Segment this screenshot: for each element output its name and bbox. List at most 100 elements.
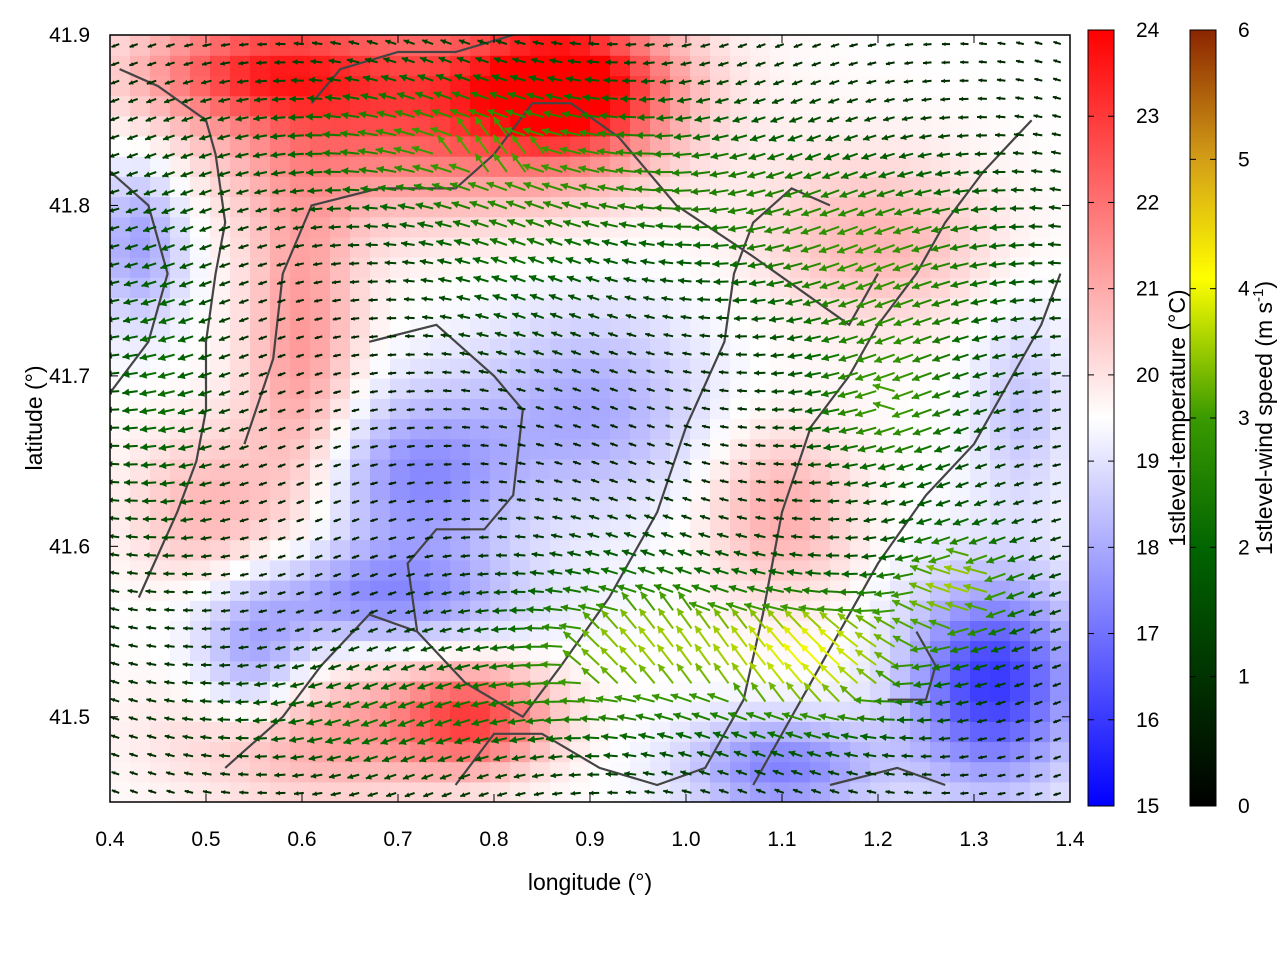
temperature-cell <box>970 741 991 763</box>
wind-arrow <box>161 171 175 178</box>
temperature-cell <box>310 95 331 117</box>
temperature-cell <box>250 701 271 722</box>
wind-arrow <box>239 536 249 541</box>
temperature-cell <box>350 539 371 561</box>
wind-arrow <box>239 481 249 487</box>
temperature-cell <box>350 640 371 662</box>
wind-arrow <box>110 552 120 557</box>
temperature-cell <box>450 458 471 480</box>
wind-arrow <box>218 680 231 687</box>
temperature-cell <box>390 115 411 137</box>
temperature-cell <box>530 620 551 642</box>
temperature-cell <box>310 620 331 642</box>
temperature-cell <box>230 580 251 601</box>
wind-arrow <box>164 734 175 740</box>
temperature-cell <box>690 317 711 339</box>
wind-arrow <box>181 116 194 122</box>
temperature-cell <box>870 701 891 722</box>
wind-arrow <box>110 97 120 104</box>
wind-arrow <box>182 571 194 577</box>
wind-arrow <box>238 408 249 414</box>
temperature-cell <box>210 378 231 399</box>
wind-arrow <box>140 298 157 306</box>
temperature-cell <box>390 499 411 520</box>
temperature-cell <box>810 35 831 56</box>
temperature-cell <box>830 781 851 802</box>
temperature-cell <box>670 35 691 56</box>
temperature-cell <box>170 196 191 218</box>
temperature-cell <box>750 277 771 298</box>
temperature-cell <box>430 75 451 97</box>
temperature-cell <box>670 499 691 520</box>
temperature-cell <box>1030 236 1051 258</box>
temperature-cell <box>410 378 431 399</box>
temperature-cell <box>310 196 331 218</box>
temperature-cell <box>990 115 1011 137</box>
temperature-cell <box>670 115 691 137</box>
temperature-cell <box>230 721 251 743</box>
temperature-cell <box>370 95 391 117</box>
temperature-cell <box>990 398 1011 420</box>
temperature-cell <box>390 357 411 379</box>
temperature-cell <box>250 519 271 541</box>
temperature-cell <box>170 761 191 783</box>
temperature-cell <box>150 600 171 621</box>
temperature-cell <box>390 600 411 621</box>
temperature-cell <box>1030 539 1051 561</box>
temperature-cell <box>690 176 711 198</box>
wind-arrow <box>123 298 138 306</box>
wind-arrow <box>140 316 157 325</box>
temperature-cell <box>950 257 971 278</box>
x-tick-label: 0.7 <box>383 828 412 851</box>
wind-arrow <box>219 463 231 469</box>
temperature-cell <box>350 438 371 460</box>
temperature-cell <box>350 297 371 319</box>
temperature-cell <box>970 95 991 117</box>
temperature-cell <box>290 337 311 359</box>
temperature-cell <box>590 216 611 238</box>
temperature-cell <box>990 640 1011 662</box>
wind-arrow <box>202 43 212 48</box>
temperature-cell <box>170 640 191 662</box>
temperature-cell <box>250 499 271 520</box>
temperature-cell <box>970 458 991 480</box>
temperature-cell <box>790 580 811 601</box>
wind-arrow <box>218 225 231 232</box>
temperature-cell <box>1050 519 1070 541</box>
temperature-cell <box>330 418 351 440</box>
temperature-cell <box>510 257 531 278</box>
temperature-cell <box>850 75 871 97</box>
x-tick-label: 1.3 <box>959 828 988 851</box>
temperature-cell <box>1030 660 1051 682</box>
temperature-cell <box>150 55 171 76</box>
temperature-cell <box>810 135 831 157</box>
temperature-cell <box>110 741 131 763</box>
temperature-cell <box>1030 640 1051 662</box>
temperature-cell <box>370 539 391 561</box>
temperature-cell <box>910 55 931 76</box>
temperature-cell <box>510 701 531 722</box>
temperature-cell <box>170 620 191 642</box>
temperature-cell <box>270 499 291 520</box>
temperature-cell <box>990 337 1011 359</box>
temperature-cell <box>1050 55 1070 76</box>
temperature-cell <box>970 35 991 56</box>
wind-arrow <box>217 716 231 723</box>
wind-arrow <box>182 734 194 740</box>
temperature-cell <box>1030 196 1051 218</box>
wind-arrow <box>161 189 175 196</box>
temperature-cell <box>550 660 571 682</box>
temperature-cell <box>850 95 871 117</box>
wind-arrow <box>220 790 231 795</box>
temperature-cell <box>470 135 491 157</box>
temperature-cell <box>590 55 611 76</box>
temperature-cell <box>350 761 371 783</box>
wind-arrow <box>147 61 157 67</box>
temperature-cell <box>590 156 611 177</box>
temperature-cell <box>730 196 751 218</box>
temperature-cell <box>650 761 671 783</box>
temperature-cell <box>150 519 171 541</box>
temperature-cell <box>290 196 311 218</box>
temperature-cell <box>550 701 571 722</box>
wind-arrow <box>238 353 249 359</box>
